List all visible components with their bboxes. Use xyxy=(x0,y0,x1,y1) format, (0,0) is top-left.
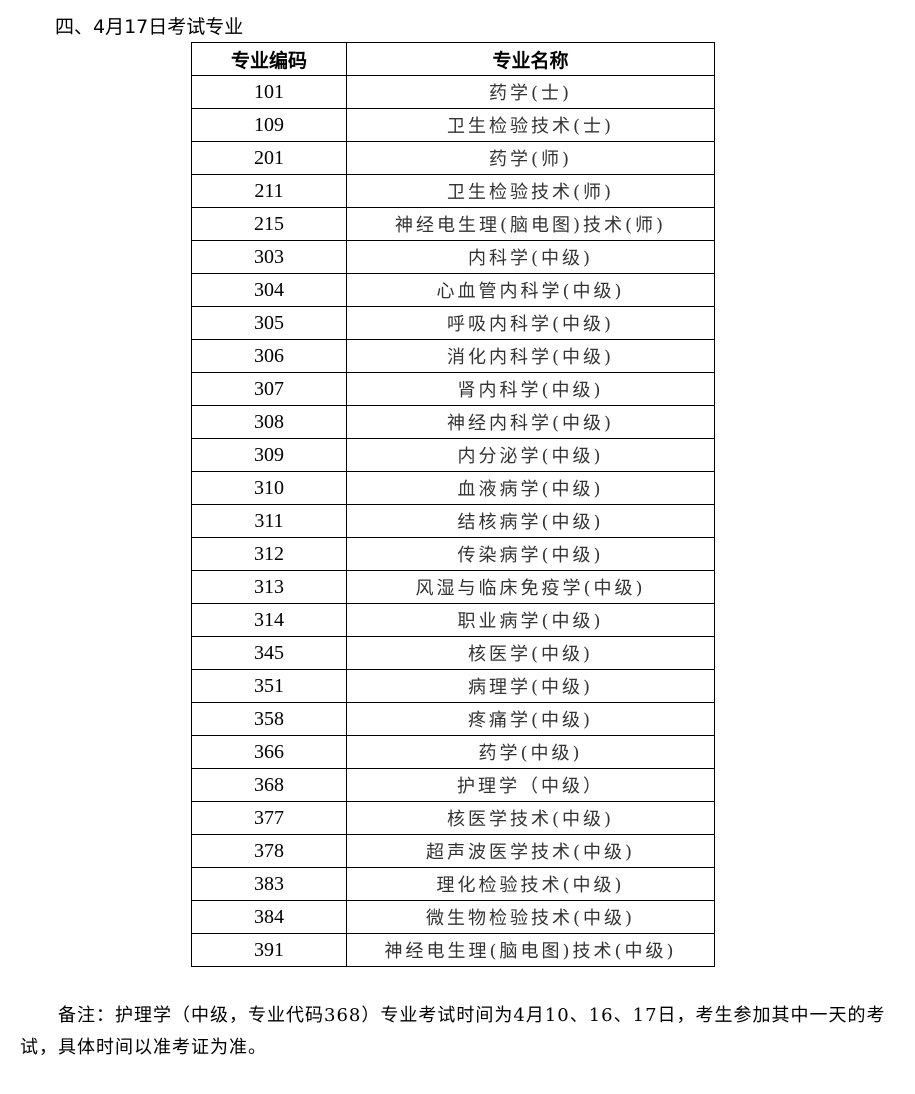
cell-name: 护理学（中级） xyxy=(346,768,715,802)
table-row: 345 核医学(中级) xyxy=(191,636,715,670)
cell-code: 310 xyxy=(191,471,347,505)
table-row: 215 神经电生理(脑电图)技术(师) xyxy=(191,207,715,241)
cell-name: 药学(士) xyxy=(346,75,715,109)
cell-name: 疼痛学(中级) xyxy=(346,702,715,736)
cell-code: 313 xyxy=(191,570,347,604)
table-row: 384 微生物检验技术(中级) xyxy=(191,900,715,934)
table-row: 310 血液病学(中级) xyxy=(191,471,715,505)
section-heading: 四、4月17日考试专业 xyxy=(55,16,244,38)
cell-code: 306 xyxy=(191,339,347,373)
cell-name: 超声波医学技术(中级) xyxy=(346,834,715,868)
table-row: 211 卫生检验技术(师) xyxy=(191,174,715,208)
cell-name: 药学(师) xyxy=(346,141,715,175)
cell-name: 传染病学(中级) xyxy=(346,537,715,571)
table-row: 305 呼吸内科学(中级) xyxy=(191,306,715,340)
table-row: 311 结核病学(中级) xyxy=(191,504,715,538)
cell-code: 383 xyxy=(191,867,347,901)
cell-name: 职业病学(中级) xyxy=(346,603,715,637)
cell-name: 理化检验技术(中级) xyxy=(346,867,715,901)
table-row: 308 神经内科学(中级) xyxy=(191,405,715,439)
cell-code: 358 xyxy=(191,702,347,736)
cell-name: 卫生检验技术(师) xyxy=(346,174,715,208)
table-row: 109 卫生检验技术(士) xyxy=(191,108,715,142)
table-row: 368 护理学（中级） xyxy=(191,768,715,802)
cell-code: 303 xyxy=(191,240,347,274)
table-row: 307 肾内科学(中级) xyxy=(191,372,715,406)
table-row: 366 药学(中级) xyxy=(191,735,715,769)
cell-code: 345 xyxy=(191,636,347,670)
cell-name: 风湿与临床免疫学(中级) xyxy=(346,570,715,604)
cell-name: 神经内科学(中级) xyxy=(346,405,715,439)
cell-code: 377 xyxy=(191,801,347,835)
cell-code: 312 xyxy=(191,537,347,571)
cell-code: 384 xyxy=(191,900,347,934)
cell-name: 核医学(中级) xyxy=(346,636,715,670)
cell-code: 309 xyxy=(191,438,347,472)
table-row: 351 病理学(中级) xyxy=(191,669,715,703)
cell-name: 心血管内科学(中级) xyxy=(346,273,715,307)
cell-code: 304 xyxy=(191,273,347,307)
cell-code: 307 xyxy=(191,372,347,406)
cell-code: 314 xyxy=(191,603,347,637)
table-row: 313 风湿与临床免疫学(中级) xyxy=(191,570,715,604)
cell-name: 核医学技术(中级) xyxy=(346,801,715,835)
table-row: 314 职业病学(中级) xyxy=(191,603,715,637)
table-row: 358 疼痛学(中级) xyxy=(191,702,715,736)
table-row: 378 超声波医学技术(中级) xyxy=(191,834,715,868)
cell-name: 结核病学(中级) xyxy=(346,504,715,538)
cell-name: 内分泌学(中级) xyxy=(346,438,715,472)
cell-name: 消化内科学(中级) xyxy=(346,339,715,373)
header-code: 专业编码 xyxy=(191,42,347,76)
note: 备注：护理学（中级，专业代码368）专业考试时间为4月10、16、17日，考生参… xyxy=(20,1005,886,1058)
table-row: 391 神经电生理(脑电图)技术(中级) xyxy=(191,933,715,967)
cell-code: 101 xyxy=(191,75,347,109)
table-row: 377 核医学技术(中级) xyxy=(191,801,715,835)
exam-specialty-table: 专业编码 专业名称 101 药学(士) 109 卫生检验技术(士) 201 药学(师) 21… xyxy=(191,42,715,967)
table-row: 312 传染病学(中级) xyxy=(191,537,715,571)
cell-name: 内科学(中级) xyxy=(346,240,715,274)
header-name: 专业名称 xyxy=(346,42,715,76)
cell-code: 351 xyxy=(191,669,347,703)
cell-name: 病理学(中级) xyxy=(346,669,715,703)
cell-name: 神经电生理(脑电图)技术(中级) xyxy=(346,933,715,967)
cell-code: 215 xyxy=(191,207,347,241)
cell-name: 微生物检验技术(中级) xyxy=(346,900,715,934)
cell-code: 378 xyxy=(191,834,347,868)
cell-name: 药学(中级) xyxy=(346,735,715,769)
cell-code: 391 xyxy=(191,933,347,967)
cell-name: 肾内科学(中级) xyxy=(346,372,715,406)
cell-code: 366 xyxy=(191,735,347,769)
table-row: 309 内分泌学(中级) xyxy=(191,438,715,472)
table-header-row: 专业编码 专业名称 xyxy=(191,42,715,76)
table-row: 306 消化内科学(中级) xyxy=(191,339,715,373)
cell-code: 308 xyxy=(191,405,347,439)
cell-code: 368 xyxy=(191,768,347,802)
table-row: 383 理化检验技术(中级) xyxy=(191,867,715,901)
cell-code: 201 xyxy=(191,141,347,175)
cell-code: 109 xyxy=(191,108,347,142)
cell-name: 卫生检验技术(士) xyxy=(346,108,715,142)
cell-code: 211 xyxy=(191,174,347,208)
cell-name: 血液病学(中级) xyxy=(346,471,715,505)
cell-name: 呼吸内科学(中级) xyxy=(346,306,715,340)
cell-name: 神经电生理(脑电图)技术(师) xyxy=(346,207,715,241)
cell-code: 311 xyxy=(191,504,347,538)
table-row: 303 内科学(中级) xyxy=(191,240,715,274)
table-row: 201 药学(师) xyxy=(191,141,715,175)
cell-code: 305 xyxy=(191,306,347,340)
table-row: 304 心血管内科学(中级) xyxy=(191,273,715,307)
table-row: 101 药学(士) xyxy=(191,75,715,109)
